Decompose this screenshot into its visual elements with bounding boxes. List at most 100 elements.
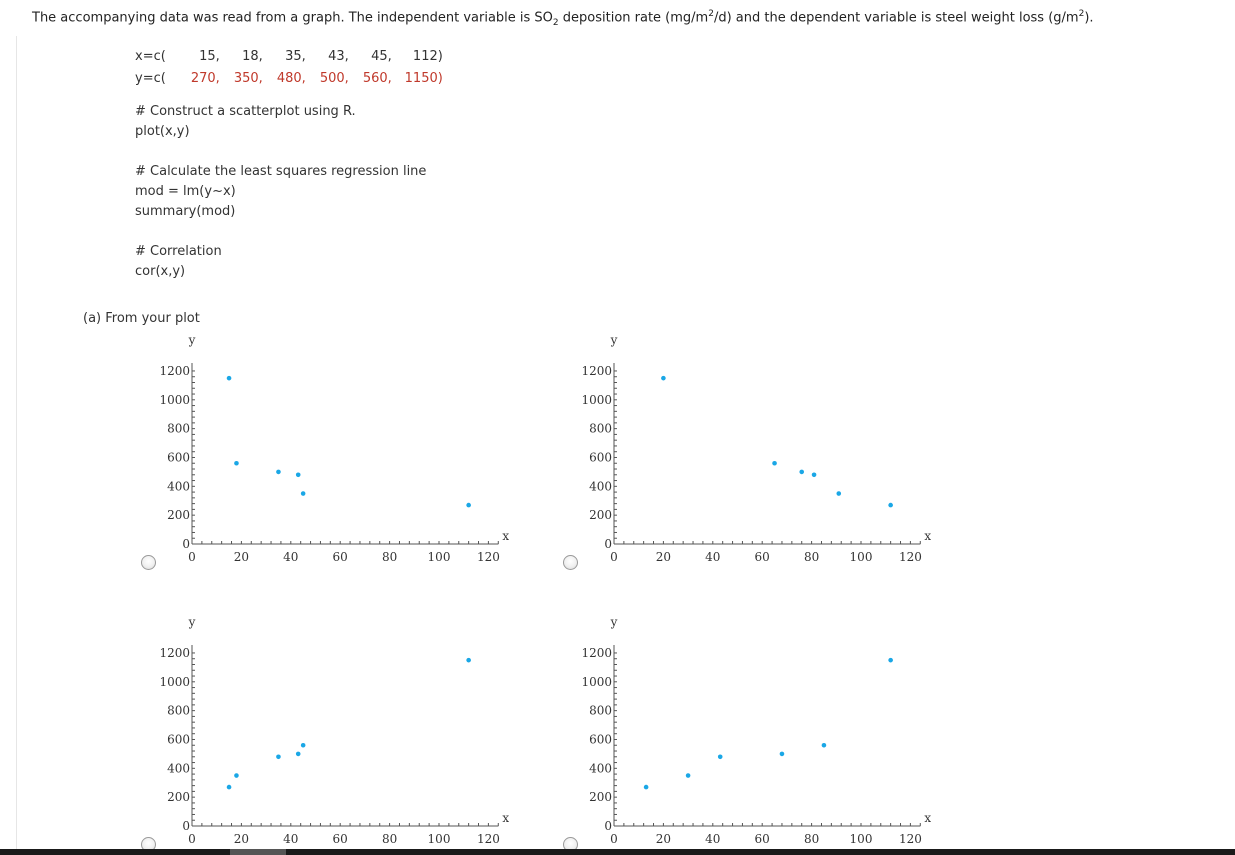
code-comment-lm: # Calculate the least squares regression… [135, 164, 427, 179]
y-tick-label: 400 [589, 479, 612, 493]
code-x-value: 112) [412, 49, 443, 64]
y-axis-label: y [188, 615, 196, 629]
data-point [799, 469, 805, 475]
code-y-value: 480, [276, 71, 306, 86]
y-tick-label: 1200 [159, 646, 190, 660]
y-tick-label: 1200 [581, 364, 612, 378]
y-tick-label: 1000 [581, 393, 612, 407]
x-axis-label: x [502, 811, 509, 825]
x-tick-label: 100 [428, 550, 451, 564]
y-tick-label: 800 [589, 422, 612, 436]
data-point [226, 784, 232, 790]
intro-text-4: ). [1084, 10, 1094, 26]
x-tick-label: 120 [477, 832, 500, 846]
x-tick-label: 0 [610, 550, 618, 564]
y-tick-label: 1200 [581, 646, 612, 660]
code-x-value: 18, [242, 49, 263, 64]
x-tick-label: 80 [804, 550, 819, 564]
intro-text-1: The accompanying data was read from a gr… [32, 10, 553, 26]
data-point [836, 491, 842, 496]
data-point [466, 657, 471, 663]
code-x-value: 45, [371, 49, 392, 64]
y-tick-label: 200 [167, 508, 190, 522]
x-tick-label: 40 [705, 832, 720, 846]
data-point [234, 773, 239, 778]
y-tick-label: 0 [604, 819, 612, 833]
x-tick-label: 100 [850, 832, 873, 846]
y-tick-label: 800 [167, 704, 190, 718]
intro-superscript-2: 2 [1078, 9, 1085, 19]
intro-subscript: 2 [552, 17, 559, 28]
x-tick-label: 0 [188, 550, 196, 564]
x-tick-label: 0 [610, 832, 618, 846]
content-left-rule [16, 36, 17, 855]
data-point [811, 472, 817, 478]
code-x-value: 15, [199, 49, 220, 64]
x-tick-label: 40 [283, 550, 298, 564]
y-tick-label: 1000 [581, 675, 612, 689]
data-point [717, 754, 723, 760]
code-plot-call: plot(x,y) [135, 124, 190, 139]
code-x-value: 43, [328, 49, 349, 64]
intro-text-3: /d) and the dependent variable is steel … [713, 10, 1079, 26]
y-tick-label: 800 [589, 704, 612, 718]
y-tick-label: 600 [167, 732, 190, 746]
code-y-value: 560, [362, 71, 392, 86]
code-x-line: x=c( 15, 18, 35, 43, 45, 112) [135, 49, 443, 64]
x-tick-label: 100 [850, 550, 873, 564]
code-y-value: 500, [319, 71, 349, 86]
data-point [821, 742, 827, 748]
code-comment-plot: # Construct a scatterplot using R. [135, 104, 356, 119]
data-point [295, 472, 301, 478]
data-point [300, 491, 306, 496]
y-axis-label: y [610, 333, 618, 347]
question-intro: The accompanying data was read from a gr… [32, 9, 1094, 28]
x-tick-label: 20 [656, 550, 671, 564]
x-tick-label: 20 [234, 550, 249, 564]
code-y-value: 270, [190, 71, 220, 86]
code-mod-line: mod = lm(y~x) [135, 184, 236, 199]
option-b-radio[interactable] [563, 555, 578, 570]
x-tick-label: 20 [656, 832, 671, 846]
y-tick-label: 600 [589, 450, 612, 464]
data-point [295, 751, 301, 757]
data-point [234, 460, 239, 466]
x-tick-label: 80 [382, 832, 397, 846]
y-tick-label: 1000 [159, 393, 190, 407]
code-cor-line: cor(x,y) [135, 264, 186, 279]
part-a-label: (a) From your plot [83, 311, 200, 326]
x-tick-label: 60 [755, 550, 770, 564]
data-point [779, 751, 785, 757]
data-point [685, 773, 691, 778]
y-tick-label: 1200 [159, 364, 190, 378]
code-x-value: 35, [285, 49, 306, 64]
data-point [300, 742, 306, 748]
code-comment-cor: # Correlation [135, 244, 222, 259]
x-tick-label: 60 [333, 832, 348, 846]
y-tick-label: 400 [589, 761, 612, 775]
x-tick-label: 60 [333, 550, 348, 564]
y-tick-label: 800 [167, 422, 190, 436]
x-tick-label: 100 [428, 832, 451, 846]
y-tick-label: 200 [589, 790, 612, 804]
y-tick-label: 600 [167, 450, 190, 464]
y-tick-label: 400 [167, 761, 190, 775]
horizontal-scrollbar[interactable] [0, 849, 1235, 855]
x-tick-label: 40 [705, 550, 720, 564]
scrollbar-thumb[interactable] [230, 849, 286, 855]
x-axis-label: x [924, 529, 931, 543]
data-point [661, 375, 666, 381]
y-tick-label: 0 [182, 819, 190, 833]
data-point [466, 502, 471, 508]
x-axis-label: x [924, 811, 931, 825]
code-y-value: 1150) [404, 71, 443, 86]
code-x-prefix: x=c( [135, 49, 166, 64]
option-a-radio[interactable] [141, 555, 156, 570]
code-summary-line: summary(mod) [135, 204, 236, 219]
y-tick-label: 0 [604, 537, 612, 551]
x-tick-label: 0 [188, 832, 196, 846]
